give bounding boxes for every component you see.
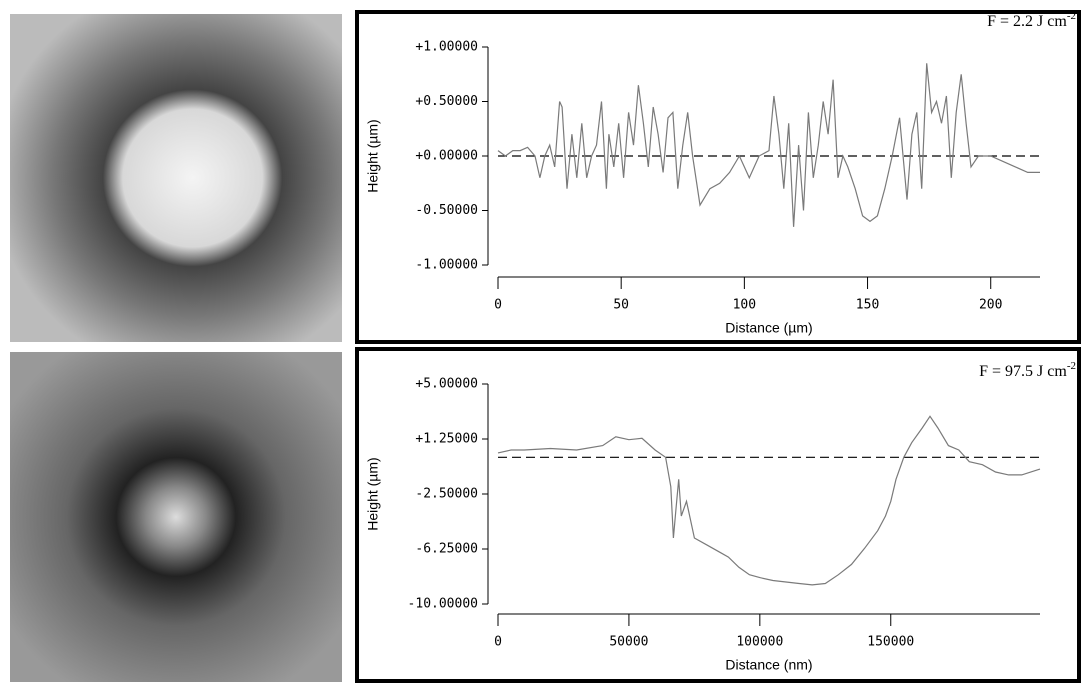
x-tick-label: 0 <box>494 298 502 313</box>
y-tick-label: -1.00000 <box>415 258 478 273</box>
x-tick-label: 50000 <box>609 635 648 650</box>
y-tick-label: +0.00000 <box>415 149 478 164</box>
profile-line <box>497 415 1041 586</box>
x-tick-label: 100000 <box>736 635 783 650</box>
annotation-superscript: -2 <box>1067 360 1076 372</box>
y-tick-label: +1.00000 <box>415 40 478 55</box>
x-tick-label: 200 <box>979 298 1002 313</box>
annotation-superscript: -2 <box>1067 10 1076 22</box>
y-tick-label: -2.50000 <box>415 487 478 502</box>
panel-frame <box>355 347 1081 683</box>
micrograph <box>10 14 342 342</box>
y-tick-label: -0.50000 <box>415 203 478 218</box>
y-tick-label: +0.50000 <box>415 94 478 109</box>
x-tick-label: 50 <box>613 298 629 313</box>
annotation-text: F = 2.2 J cm <box>987 13 1067 30</box>
x-axis-label: Distance (µm) <box>725 320 812 336</box>
micrograph <box>10 352 342 682</box>
x-axis-label: Distance (nm) <box>725 657 812 673</box>
y-tick-label: +1.25000 <box>415 432 478 447</box>
y-tick-label: -6.25000 <box>415 542 478 557</box>
profile-line <box>497 63 1040 227</box>
y-axis-label: Height (µm) <box>365 119 381 192</box>
y-tick-label: +5.00000 <box>415 377 478 392</box>
y-tick-label: -10.00000 <box>408 597 478 612</box>
x-tick-label: 0 <box>494 635 502 650</box>
panel-frame <box>355 10 1081 344</box>
annotation: F = 97.5 J cm-2 <box>979 360 1076 380</box>
x-tick-label: 150 <box>856 298 879 313</box>
x-tick-label: 100 <box>733 298 756 313</box>
annotation-text: F = 97.5 J cm <box>979 363 1067 380</box>
y-axis-label: Height (µm) <box>365 457 381 530</box>
annotation: F = 2.2 J cm-2 <box>987 10 1076 30</box>
x-tick-label: 150000 <box>867 635 914 650</box>
